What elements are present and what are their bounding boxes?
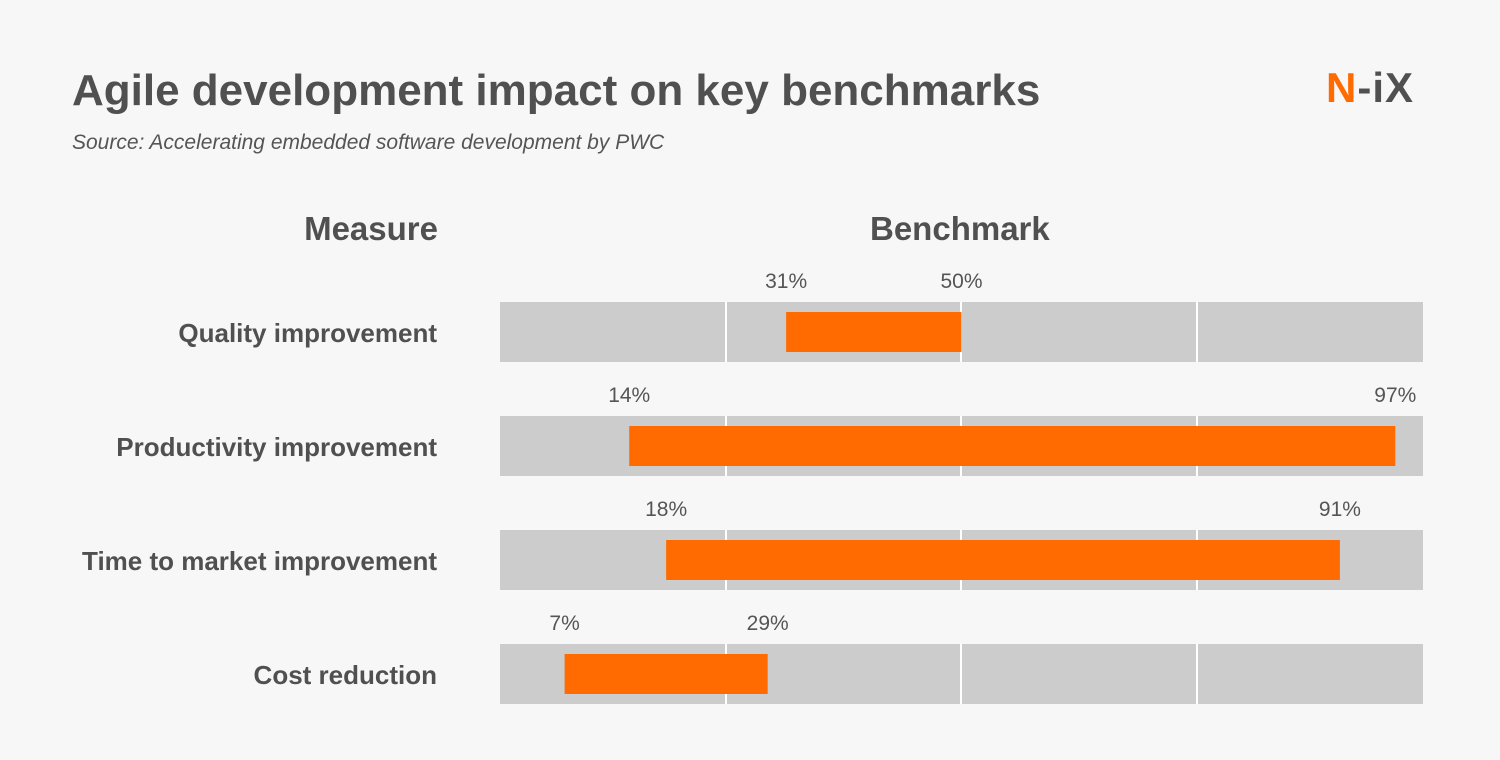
end-value-label: 91%: [1319, 498, 1361, 521]
range-bar: [666, 540, 1340, 580]
logo: N-iX: [1326, 64, 1415, 111]
category-label: Productivity improvement: [116, 432, 437, 462]
range-bar: [786, 312, 962, 352]
page-title: Agile development impact on key benchmar…: [72, 66, 1041, 115]
category-label: Cost reduction: [254, 660, 437, 690]
measure-header: Measure: [304, 210, 438, 247]
range-bar: [629, 426, 1396, 466]
benchmark-header: Benchmark: [870, 210, 1050, 247]
end-value-label: 97%: [1374, 384, 1416, 407]
end-value-label: 50%: [940, 270, 982, 293]
range-bar: [564, 654, 768, 694]
start-value-label: 18%: [645, 498, 687, 521]
end-value-label: 29%: [747, 612, 789, 635]
start-value-label: 14%: [608, 384, 650, 407]
subtitle: Source: Accelerating embedded software d…: [72, 131, 665, 154]
category-label: Quality improvement: [178, 318, 437, 348]
start-value-label: 7%: [549, 612, 579, 635]
start-value-label: 31%: [765, 270, 807, 293]
category-label: Time to market improvement: [82, 546, 437, 576]
